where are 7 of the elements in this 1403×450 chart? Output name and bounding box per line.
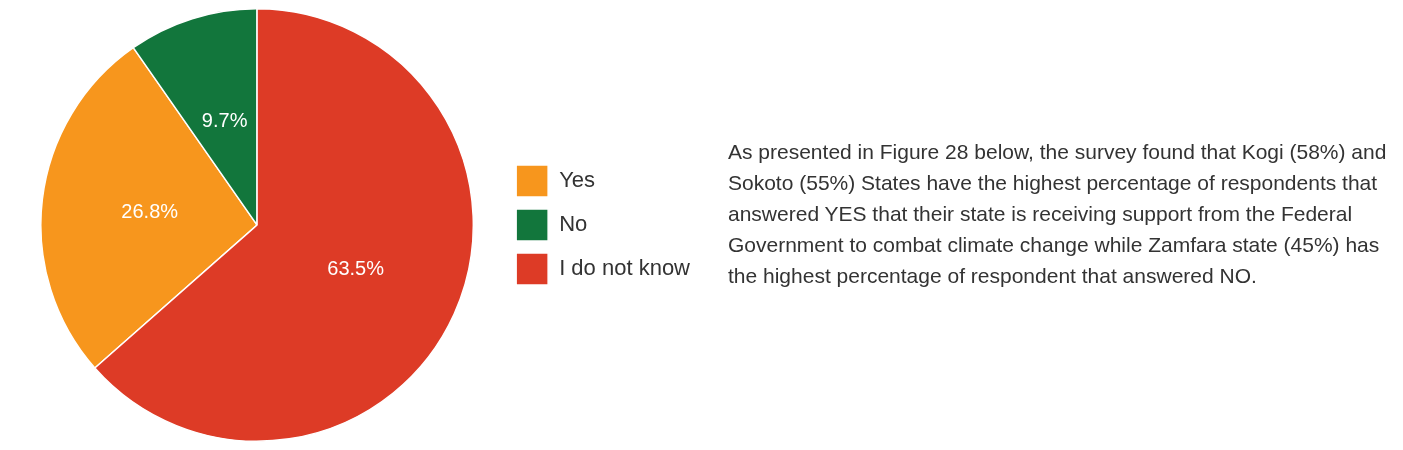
text: As presented in Figure 28 below, the survey found that Kogi (58%) and Sokoto (55%) States have the highest percentage of respondents that answered YES that their state is receiving support from the Federal Government to combat climate change while Zamfara state (45%) has the highest percentage of respondent that answered NO. [728,139,1388,289]
legend-label: I do not know [559,255,691,281]
legend-label: Yes [559,167,596,193]
data-label: 9.7% [201,109,248,132]
legend-label: No [559,211,588,237]
data-label: 26.8% [121,199,179,222]
data-label: 63.5% [327,257,385,280]
